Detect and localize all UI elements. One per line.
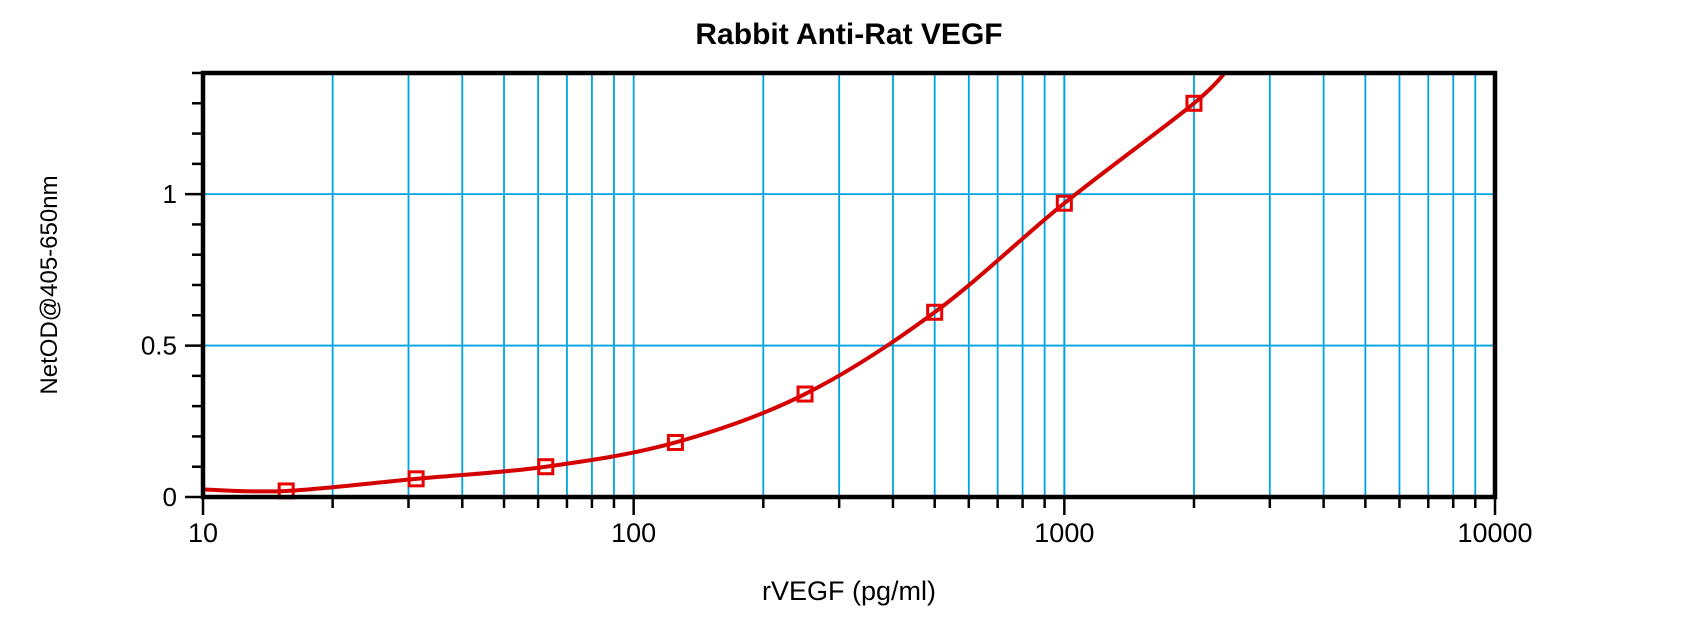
standard-curve — [205, 75, 1226, 494]
x-tick-label: 10000 — [1457, 518, 1532, 548]
y-tick-labels: 00.51 — [141, 179, 177, 512]
y-tick-label: 1 — [163, 179, 177, 209]
x-tick-label: 100 — [611, 518, 656, 548]
data-point-marker — [1055, 194, 1073, 212]
x-tick-label: 1000 — [1034, 518, 1094, 548]
tick-marks — [185, 71, 1497, 515]
y-tick-label: 0 — [163, 482, 177, 512]
data-point-marker — [1185, 94, 1203, 112]
data-point-marker — [796, 385, 814, 403]
x-tick-labels: 10 100 1000 10000 — [188, 518, 1533, 548]
gridlines — [203, 73, 1495, 497]
data-point-marker — [666, 433, 684, 451]
data-point-marker — [926, 303, 944, 321]
x-axis-title: rVEGF (pg/ml) — [761, 576, 936, 606]
data-point-markers — [277, 94, 1203, 500]
data-point-marker — [537, 458, 555, 476]
plot-border — [200, 70, 1498, 500]
standard-curve-line — [205, 75, 1226, 494]
x-tick-label: 10 — [188, 518, 218, 548]
y-tick-label: 0.5 — [141, 331, 177, 361]
data-point-marker — [407, 470, 425, 488]
chart-title: Rabbit Anti-Rat VEGF — [695, 18, 1003, 51]
